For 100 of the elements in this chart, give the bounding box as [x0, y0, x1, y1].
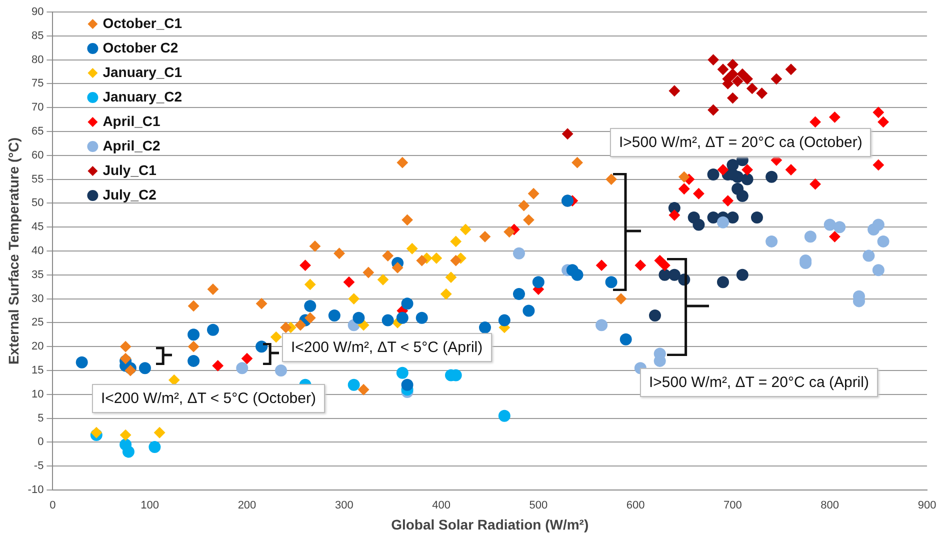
y-tick-label: 30 [31, 292, 44, 305]
point [124, 365, 136, 376]
point [877, 235, 890, 248]
point [382, 314, 394, 326]
point [440, 288, 452, 300]
point [188, 300, 200, 312]
point [810, 116, 821, 128]
point [207, 284, 218, 295]
point [362, 267, 374, 278]
point [504, 226, 515, 238]
point [717, 164, 728, 176]
point [741, 173, 754, 186]
point [382, 250, 394, 262]
point [708, 54, 719, 66]
point [810, 178, 821, 190]
point [76, 356, 88, 368]
point [512, 247, 525, 260]
point [498, 410, 510, 422]
point [872, 218, 884, 231]
y-tick-label: 15 [31, 364, 44, 377]
point [756, 88, 768, 99]
point [148, 440, 161, 453]
point [692, 218, 705, 231]
y-tick-label: 90 [31, 6, 44, 18]
point [668, 210, 680, 221]
point [562, 128, 574, 140]
point [668, 85, 680, 96]
point [120, 430, 132, 441]
point [727, 68, 738, 80]
point [878, 116, 889, 128]
point [460, 224, 472, 235]
y-tick-label: 40 [31, 245, 44, 258]
point [241, 353, 252, 364]
point [270, 332, 282, 343]
x-tick-label: 900 [918, 500, 936, 512]
point [572, 157, 583, 168]
point [716, 216, 729, 228]
y-tick-label: 25 [31, 316, 44, 329]
point [786, 64, 796, 75]
point [188, 341, 200, 352]
x-tick-label: 100 [140, 500, 160, 512]
point [605, 276, 618, 288]
point [804, 230, 816, 243]
point [522, 304, 535, 317]
point [518, 200, 530, 212]
legend-label: January_C2 [102, 88, 182, 104]
point [450, 255, 462, 266]
point [396, 366, 408, 379]
point [401, 298, 414, 310]
point [479, 231, 490, 242]
legend-label: April_C2 [102, 137, 160, 154]
x-tick-label: 800 [820, 500, 840, 512]
point [498, 314, 510, 326]
point [256, 340, 268, 353]
point [274, 364, 287, 376]
legend-label: October C2 [102, 39, 178, 56]
y-tick-label: 5 [38, 412, 44, 424]
point [872, 106, 884, 118]
point [678, 183, 690, 194]
legend-label: October_C1 [102, 14, 182, 31]
point [512, 288, 525, 300]
point [620, 333, 632, 346]
point [722, 195, 734, 206]
point [396, 157, 408, 168]
point [708, 104, 719, 116]
point [402, 214, 413, 226]
point [212, 360, 224, 372]
annotation: I<200 W/m², ΔT < 5°C (April) [282, 333, 492, 362]
point [615, 293, 626, 304]
point [872, 264, 884, 276]
y-axis-title: External Surface Temperature (°C) [5, 137, 22, 365]
y-tick-label: -5 [34, 460, 44, 472]
point [746, 82, 758, 94]
point [256, 298, 268, 310]
point [824, 218, 836, 231]
point [138, 362, 151, 374]
point [727, 92, 738, 104]
y-tick-label: 85 [31, 30, 44, 42]
point [732, 76, 744, 87]
point [396, 312, 408, 324]
x-tick-label: 500 [529, 500, 548, 512]
y-tick-label: 80 [31, 54, 44, 66]
point [829, 112, 840, 123]
point [348, 293, 360, 304]
point [766, 170, 778, 183]
point [352, 312, 365, 324]
point [523, 214, 534, 226]
point [648, 310, 661, 322]
point [401, 378, 414, 391]
point [334, 248, 345, 259]
x-axis-title: Global Solar Radiation (W/m²) [391, 516, 589, 532]
point [188, 354, 200, 367]
point [766, 235, 778, 248]
point [304, 312, 316, 324]
point [668, 268, 680, 281]
point [294, 320, 306, 331]
point [154, 427, 166, 438]
y-tick-label: 10 [31, 388, 44, 400]
point [392, 262, 404, 274]
point [348, 378, 360, 391]
